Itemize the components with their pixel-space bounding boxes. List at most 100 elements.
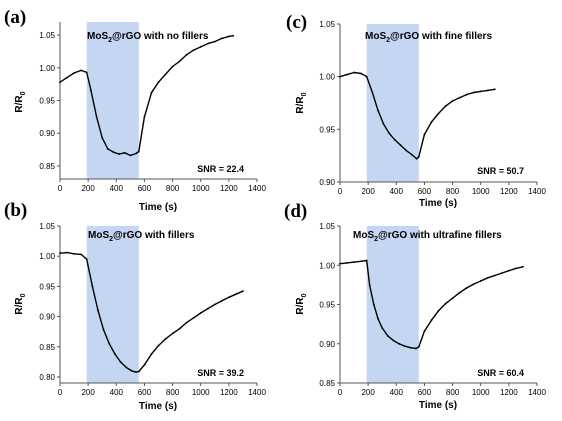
x-tick-label: 800 (166, 388, 180, 397)
data-point (199, 46, 202, 48)
data-point (346, 73, 348, 76)
data-point (135, 371, 137, 373)
data-point (80, 253, 82, 256)
chart-title-subscript: 2 (109, 236, 113, 243)
snr-annotation: SNR = 39.2 (197, 368, 244, 378)
exposure-band (366, 226, 419, 383)
x-tick-label: 0 (58, 184, 63, 193)
data-point (59, 81, 61, 84)
series-line (339, 71, 495, 160)
data-point (199, 312, 202, 314)
x-tick-label: 1000 (472, 187, 490, 196)
data-point (118, 153, 120, 156)
data-point (206, 42, 209, 45)
x-tick-label: 0 (338, 187, 343, 196)
y-axis-title-subscript: 0 (301, 293, 308, 297)
data-point (150, 91, 153, 94)
data-point (66, 76, 68, 79)
data-point (371, 91, 374, 94)
snr-annotation: SNR = 50.7 (477, 166, 524, 176)
x-tick-label: 600 (138, 388, 152, 397)
data-point (415, 347, 417, 350)
x-tick-label: 1000 (192, 184, 210, 193)
exposure-band (86, 226, 139, 383)
y-tick-label: 0.95 (39, 282, 55, 291)
data-point (430, 121, 433, 123)
y-tick-label: 0.90 (319, 178, 335, 187)
data-point (394, 139, 396, 141)
data-point (66, 251, 68, 254)
exposure-band (366, 24, 419, 182)
data-point (472, 91, 475, 94)
data-point (417, 346, 420, 348)
data-point (493, 274, 496, 277)
data-point (213, 303, 216, 306)
data-point (410, 153, 413, 156)
data-point (493, 88, 496, 91)
y-tick-label: 0.95 (39, 97, 55, 106)
data-point (80, 69, 82, 72)
chart-title-main: MoS (365, 31, 386, 42)
chart-title-rest: @rGO with ultrafine fillers (378, 230, 502, 241)
data-point (515, 267, 517, 270)
data-point (437, 309, 440, 312)
x-tick-label: 200 (361, 187, 375, 196)
y-axis-title: R/R0 (295, 293, 308, 314)
data-point (368, 284, 371, 286)
chart-panel: 0 200 400 600 800 1000 1200 1400 0.90 0.95 1.00 1.0… (286, 12, 546, 209)
data-point (213, 40, 216, 43)
data-point (405, 149, 407, 152)
data-point (232, 34, 235, 37)
y-tick-label: 0.95 (319, 125, 335, 134)
data-point (102, 329, 105, 331)
data-point (437, 112, 440, 115)
y-axis-title-main: R/R (14, 95, 25, 113)
data-point (339, 262, 341, 265)
data-point (500, 272, 503, 274)
x-tick-label: 800 (446, 187, 460, 196)
panels: 0 200 400 600 800 1000 1200 14000.850.900.951.0… (4, 7, 546, 412)
y-tick-label: 0.85 (39, 343, 55, 352)
y-axis-title-subscript: 0 (301, 92, 308, 96)
data-point (399, 144, 402, 147)
data-point (360, 72, 362, 75)
x-tick-label: 400 (110, 388, 124, 397)
data-point (451, 100, 454, 102)
chart-title-rest: @rGO with fine fillers (390, 31, 492, 42)
data-point (242, 290, 244, 293)
data-point (403, 345, 406, 347)
data-point (465, 93, 468, 96)
data-point (178, 60, 181, 63)
y-tick-label: 1.00 (319, 73, 335, 82)
snr-annotation: SNR = 22.4 (197, 164, 244, 174)
data-point (90, 89, 92, 92)
data-point (206, 307, 209, 310)
data-point (386, 335, 389, 337)
x-tick-label: 1200 (220, 184, 238, 193)
y-tick-label: 0.80 (39, 373, 55, 382)
x-tick-label: 1000 (192, 388, 210, 397)
data-point (377, 109, 379, 112)
data-point (157, 81, 160, 84)
data-point (220, 37, 223, 40)
y-tick-label: 0.90 (39, 129, 55, 138)
data-point (114, 353, 116, 355)
chart-panel: 0 200 400 600 800 1000 1200 1400 0.80 0.85 0.90 0.9… (4, 200, 266, 412)
panel-letter: (d) (284, 201, 307, 222)
chart-title-subscript: 2 (108, 37, 112, 44)
x-tick-label: 1400 (528, 388, 546, 397)
data-point (365, 259, 368, 262)
data-point (112, 151, 115, 154)
data-point (451, 297, 454, 300)
data-point (353, 71, 355, 74)
data-point (365, 75, 368, 78)
chart-title-subscript: 2 (374, 236, 378, 243)
data-point (164, 338, 167, 340)
data-point (235, 293, 237, 296)
chart-panel: 0 200 400 600 800 1000 1200 1400 0.85 0.90 0.95 1.0… (4, 7, 266, 213)
data-point (479, 280, 482, 282)
chart-title: MoS2@rGO with fine fillers (365, 31, 492, 44)
x-tick-label: 600 (138, 184, 152, 193)
data-point (339, 75, 341, 78)
